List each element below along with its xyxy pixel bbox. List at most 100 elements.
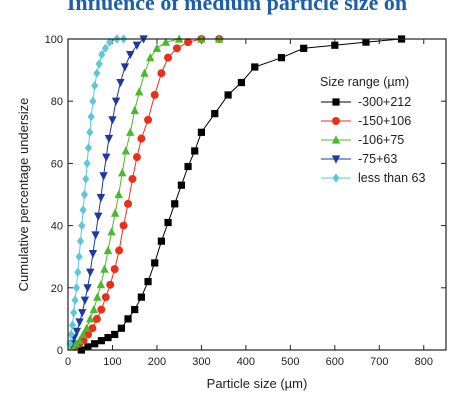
x-tick-label: 0 xyxy=(65,356,71,368)
data-point xyxy=(93,292,102,301)
data-point xyxy=(84,343,92,351)
data-point xyxy=(86,268,95,277)
data-point xyxy=(102,153,111,162)
data-point xyxy=(172,44,181,53)
data-point xyxy=(78,329,88,339)
data-point xyxy=(191,147,199,155)
data-point xyxy=(197,128,206,136)
data-point xyxy=(76,236,85,246)
data-point xyxy=(171,200,179,208)
data-point xyxy=(89,304,98,314)
data-point xyxy=(237,78,246,87)
legend-label: -106+75 xyxy=(358,133,404,147)
legend-label: -75+63 xyxy=(358,152,397,166)
data-point xyxy=(137,293,145,301)
data-point xyxy=(95,59,103,69)
x-tick-label: 400 xyxy=(237,356,255,368)
data-point xyxy=(96,280,106,289)
data-point xyxy=(177,181,185,189)
data-point xyxy=(184,38,193,47)
data-point xyxy=(106,280,115,289)
data-point xyxy=(79,205,87,215)
data-point xyxy=(82,323,91,332)
data-point xyxy=(78,221,86,231)
data-point xyxy=(124,315,132,323)
x-axis-label: Particle size (µm) xyxy=(207,376,308,391)
data-point xyxy=(118,168,127,177)
data-point xyxy=(104,333,112,342)
series-line-3 xyxy=(71,38,144,344)
data-point xyxy=(70,308,78,318)
y-tick-label: 80 xyxy=(51,96,63,108)
figure-heading: Influence of medium particle size on xyxy=(66,0,408,15)
legend-label: -300+212 xyxy=(358,95,411,109)
data-point xyxy=(83,158,91,168)
data-point xyxy=(75,318,84,327)
data-point xyxy=(130,105,139,115)
data-point xyxy=(98,49,106,60)
data-point xyxy=(117,324,125,332)
data-point xyxy=(88,324,97,333)
data-point xyxy=(89,96,97,106)
data-point xyxy=(104,134,114,144)
data-point xyxy=(152,43,162,52)
data-point xyxy=(91,340,99,348)
data-point xyxy=(101,43,109,53)
data-point xyxy=(71,295,79,305)
data-point xyxy=(92,314,101,323)
data-point xyxy=(93,68,101,78)
data-point xyxy=(251,63,259,71)
data-point xyxy=(78,309,87,318)
data-point xyxy=(97,305,106,314)
y-tick-label: 40 xyxy=(51,221,63,233)
data-point xyxy=(100,264,109,273)
data-point xyxy=(119,221,128,230)
data-point xyxy=(120,63,130,72)
data-point xyxy=(72,283,81,293)
data-point xyxy=(124,199,133,208)
data-point xyxy=(75,336,84,345)
data-point xyxy=(121,146,131,155)
x-tick-label: 300 xyxy=(192,356,210,368)
data-point xyxy=(106,37,114,47)
data-point xyxy=(362,38,370,46)
legend-marker xyxy=(331,135,341,144)
data-point xyxy=(103,245,113,255)
data-point xyxy=(150,90,159,99)
data-point xyxy=(161,37,171,46)
data-point xyxy=(164,218,172,227)
data-point xyxy=(115,246,124,255)
legend-marker xyxy=(331,155,341,164)
data-point xyxy=(97,337,105,345)
data-point xyxy=(224,91,232,99)
data-point xyxy=(277,54,286,62)
data-point xyxy=(110,208,120,217)
data-point xyxy=(114,189,123,199)
data-point xyxy=(144,277,152,286)
data-point xyxy=(131,305,139,314)
x-tick-label: 200 xyxy=(148,356,166,368)
data-point xyxy=(99,172,108,181)
data-point xyxy=(137,134,146,143)
data-point xyxy=(116,78,125,88)
data-point xyxy=(101,293,110,302)
x-tick-label: 500 xyxy=(281,356,299,368)
x-tick-label: 100 xyxy=(103,356,121,368)
data-point xyxy=(80,189,89,200)
data-point xyxy=(110,265,119,274)
data-point xyxy=(66,339,74,349)
legend-marker xyxy=(332,173,340,183)
plot-area xyxy=(68,39,446,350)
legend-label: less than 63 xyxy=(358,171,425,185)
data-point xyxy=(157,69,166,78)
data-point xyxy=(134,87,144,96)
data-point xyxy=(94,212,103,221)
y-tick-label: 60 xyxy=(51,158,63,170)
data-point xyxy=(80,296,90,305)
data-point xyxy=(184,162,192,171)
data-point xyxy=(86,127,94,137)
data-point xyxy=(86,314,95,323)
x-tick-label: 800 xyxy=(415,356,433,368)
legend-label: -150+106 xyxy=(358,114,411,128)
data-point xyxy=(132,41,142,50)
